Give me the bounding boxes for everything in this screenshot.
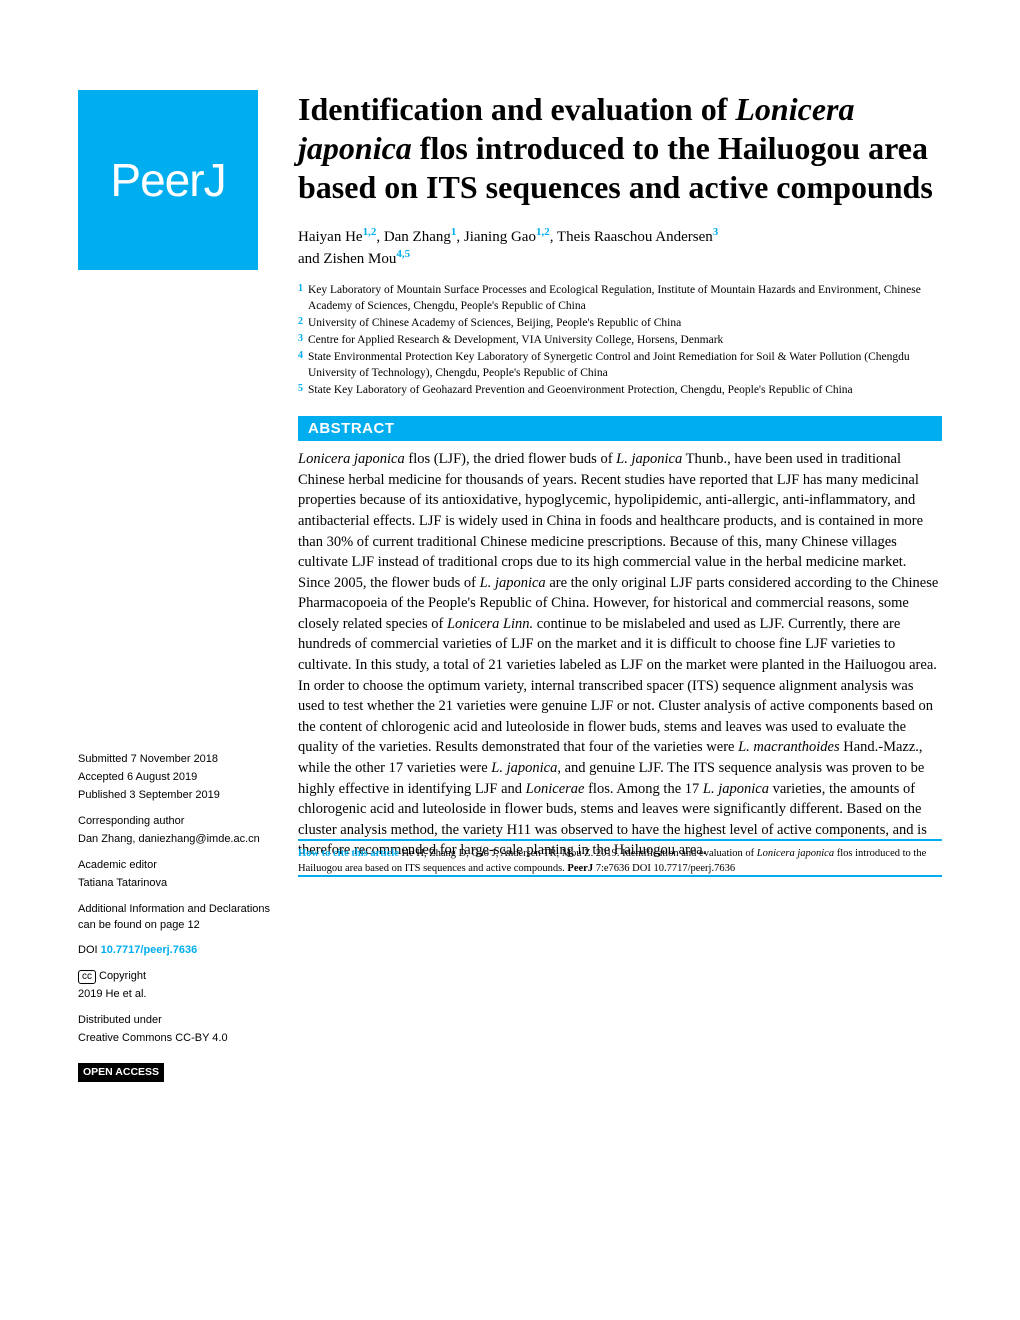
aff-text: State Environmental Protection Key Labor… — [308, 349, 942, 381]
aff-number: 3 — [298, 332, 308, 348]
doi-link[interactable]: 10.7717/peerj.7636 — [101, 944, 198, 956]
open-access-badge: OPEN ACCESS — [78, 1063, 164, 1082]
citation-box: How to cite this article He H, Zhang D, … — [298, 839, 942, 876]
author-aff: 3 — [713, 226, 719, 238]
author-aff: 1,2 — [536, 226, 550, 238]
aff-text: State Key Laboratory of Geohazard Preven… — [308, 382, 942, 398]
article-metadata-sidebar: Submitted 7 November 2018 Accepted 6 Aug… — [78, 752, 270, 1082]
copyright-text: 2019 He et al. — [78, 987, 270, 1003]
affiliation-row: 4State Environmental Protection Key Labo… — [298, 349, 942, 381]
affiliation-row: 2University of Chinese Academy of Scienc… — [298, 315, 942, 331]
abstract-body: Lonicera japonica flos (LJF), the dried … — [298, 449, 942, 877]
affiliation-row: 3Centre for Applied Research & Developme… — [298, 332, 942, 348]
author-name: , Theis Raaschou Andersen — [550, 229, 713, 245]
aff-number: 1 — [298, 282, 308, 314]
accepted-label: Accepted — [78, 771, 124, 783]
logo-text: PeerJ — [110, 153, 225, 207]
citation-text: 7:e7636 DOI 10.7717/peerj.7636 — [593, 863, 735, 874]
citation-journal: PeerJ — [567, 863, 593, 874]
editor-label: Academic editor — [78, 858, 270, 874]
published-label: Published — [78, 789, 126, 801]
author-name: Haiyan He — [298, 229, 363, 245]
aff-number: 4 — [298, 349, 308, 381]
citation-italic: Lonicera japonica — [757, 848, 834, 859]
aff-text: University of Chinese Academy of Science… — [308, 315, 942, 331]
authors: Haiyan He1,2, Dan Zhang1, Jianing Gao1,2… — [298, 225, 942, 270]
published-date: 3 September 2019 — [129, 789, 220, 801]
article-title: Identification and evaluation of Lonicer… — [298, 90, 942, 207]
affiliations: 1Key Laboratory of Mountain Surface Proc… — [298, 282, 942, 399]
academic-editor: Tatiana Tatarinova — [78, 876, 270, 892]
aff-number: 5 — [298, 382, 308, 398]
affiliation-row: 5State Key Laboratory of Geohazard Preve… — [298, 382, 942, 398]
aff-text: Key Laboratory of Mountain Surface Proce… — [308, 282, 942, 314]
cc-icon: cc — [78, 970, 96, 984]
submitted-label: Submitted — [78, 753, 128, 765]
aff-number: 2 — [298, 315, 308, 331]
additional-info: Additional Information and Declarations … — [78, 902, 270, 934]
distributed-label: Distributed under — [78, 1013, 270, 1029]
author-name: , Dan Zhang — [376, 229, 451, 245]
license-text: Creative Commons CC-BY 4.0 — [78, 1031, 270, 1047]
doi-label: DOI — [78, 944, 98, 956]
abstract-header: ABSTRACT — [298, 416, 942, 441]
author-name: , Jianing Gao — [456, 229, 536, 245]
title-block: Identification and evaluation of Lonicer… — [298, 90, 942, 207]
aff-text: Centre for Applied Research & Developmen… — [308, 332, 942, 348]
copyright-label: Copyright — [99, 970, 146, 982]
corresponding-author: Dan Zhang, daniezhang@imde.ac.cn — [78, 832, 270, 848]
author-name: and Zishen Mou — [298, 251, 396, 267]
peerj-logo: PeerJ — [78, 90, 258, 270]
author-aff: 4,5 — [396, 248, 410, 260]
page: PeerJ Identification and evaluation of L… — [0, 0, 1020, 917]
submitted-date: 7 November 2018 — [131, 753, 218, 765]
accepted-date: 6 August 2019 — [127, 771, 197, 783]
author-aff: 1,2 — [363, 226, 377, 238]
cite-label: How to cite this article — [298, 848, 399, 859]
corresponding-label: Corresponding author — [78, 814, 270, 830]
citation-text: He H, Zhang D, Gao J, Andersen TR, Mou Z… — [399, 848, 757, 859]
affiliation-row: 1Key Laboratory of Mountain Surface Proc… — [298, 282, 942, 314]
